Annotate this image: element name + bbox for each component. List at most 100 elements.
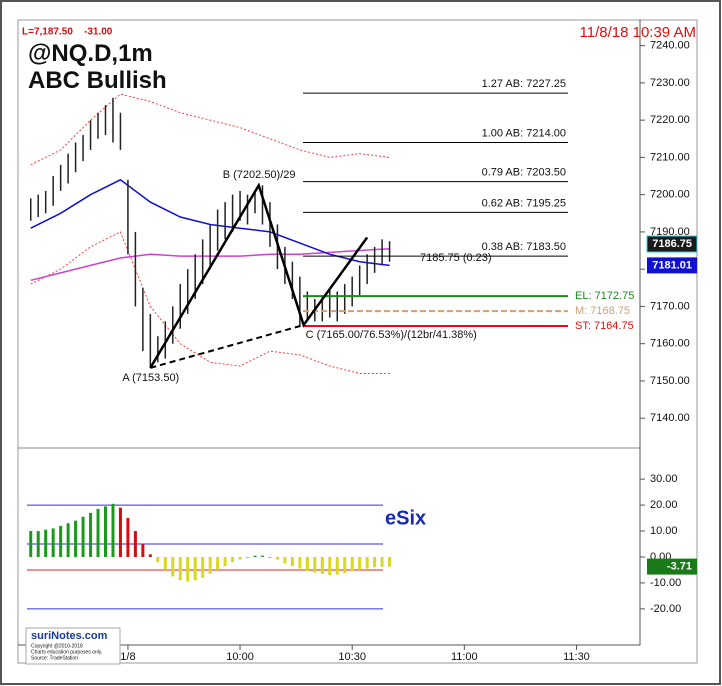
osc-bar: [178, 556, 182, 581]
symbol: @NQ.D,1m: [28, 40, 153, 67]
osc-bar: [44, 529, 48, 557]
price-tag-label: 7181.01: [652, 259, 692, 271]
level-label: 1.27 AB: 7227.25: [482, 78, 566, 90]
logo-brand: suriNotes.com: [31, 630, 108, 642]
y-tick-label: 7230.00: [650, 77, 690, 89]
x-tick-label: 10:00: [226, 651, 254, 663]
x-tick-label: 10:30: [338, 651, 366, 663]
osc-bar: [171, 556, 175, 577]
level-label: 0.62 AB: 7195.25: [482, 197, 566, 209]
osc-bar: [238, 556, 242, 560]
level-label: 0.38 AB: 7183.50: [482, 241, 566, 253]
y-tick-label: 7200.00: [650, 189, 690, 201]
osc-bar: [320, 556, 324, 574]
logo-line: Copyright @2010-2018: [31, 643, 83, 649]
osc-bar: [328, 556, 332, 576]
x-tick-label: 1/8: [120, 651, 135, 663]
osc-bar: [186, 556, 190, 582]
osc-bar: [231, 556, 235, 563]
osc-bar: [388, 556, 392, 567]
osc-bar: [253, 555, 257, 557]
price-tag: [646, 235, 698, 253]
osc-bar: [335, 556, 339, 575]
osc-bar: [133, 531, 137, 557]
y-tick-label: 7190.00: [650, 226, 690, 238]
osc-bar: [283, 556, 287, 564]
x-tick-label: 11:00: [451, 651, 478, 663]
level-label: EL: 7172.75: [575, 290, 634, 302]
osc-tick-label: -20.00: [650, 603, 681, 615]
osc-bar: [141, 544, 145, 557]
osc-bar: [156, 556, 160, 563]
osc-bar: [103, 506, 107, 557]
osc-bar: [59, 525, 63, 557]
osc-bar: [51, 528, 55, 557]
osc-bar: [260, 555, 264, 557]
y-tick-label: 7160.00: [650, 338, 690, 350]
y-tick-label: 7210.00: [650, 151, 690, 163]
x-tick-label: 11:30: [563, 651, 590, 663]
osc-bar: [365, 556, 369, 569]
osc-bar: [74, 520, 78, 557]
osc-bar: [208, 556, 212, 574]
osc-bar: [89, 512, 93, 557]
level-label: 1.00 AB: 7214.00: [482, 127, 566, 139]
note: 7185.75 (0.23): [420, 252, 492, 264]
osc-bar: [343, 556, 347, 574]
osc-name: eSix: [385, 507, 426, 529]
logo-line: Source: TradeStation: [31, 655, 78, 661]
price-tag: [647, 257, 697, 274]
logo-line: Charts education purposes only.: [31, 649, 102, 655]
datetime: 11/8/18 10:39 AM: [580, 24, 696, 41]
osc-bar: [275, 556, 279, 560]
osc-bar: [193, 556, 197, 581]
osc-bar: [268, 556, 272, 558]
osc-bar: [163, 556, 167, 570]
pattern-label: C (7165.00/76.53%)/(12br/41.38%): [306, 329, 477, 341]
osc-bar: [350, 556, 354, 572]
osc-tick-label: -10.00: [650, 577, 681, 589]
osc-bar: [81, 516, 85, 557]
osc-bar: [373, 556, 377, 568]
price-tag: [647, 558, 697, 575]
level-label: 0.79 AB: 7203.50: [482, 167, 566, 179]
abc-pattern: [149, 182, 369, 369]
osc-bar: [298, 556, 302, 569]
y-tick-label: 7140.00: [650, 412, 690, 424]
osc-bar: [290, 556, 294, 567]
osc-bar: [380, 556, 384, 567]
y-tick-label: 7240.00: [650, 40, 690, 52]
osc-bar: [201, 556, 205, 578]
indicator-line: [30, 93, 390, 166]
y-tick-label: 7170.00: [650, 300, 690, 312]
chart-title: ABC Bullish: [28, 67, 167, 94]
osc-tick-label: 20.00: [650, 499, 678, 511]
logo: suriNotes.com Copyright @2010-2018 Chart…: [25, 627, 121, 665]
y-tick-label: 7150.00: [650, 375, 690, 387]
osc-bar: [305, 556, 309, 572]
osc-bar: [313, 556, 317, 573]
change: -31.00: [84, 27, 113, 38]
osc-bar: [66, 523, 70, 557]
level-label: M: 7168.75: [575, 305, 630, 317]
y-tick-label: 7220.00: [650, 114, 690, 126]
ac-line: [150, 324, 304, 369]
osc-bar: [223, 556, 227, 567]
osc-bar: [126, 518, 130, 557]
level-label: ST: 7164.75: [575, 320, 634, 332]
price-tag-label: -3.71: [667, 561, 692, 573]
indicator-line: [30, 231, 390, 374]
osc-bar: [96, 508, 100, 557]
plot-border: [17, 19, 698, 664]
osc-bar: [216, 556, 220, 570]
logo-box: [25, 627, 121, 665]
price-tag-label: 7186.75: [652, 238, 692, 250]
pattern-label: A (7153.50): [122, 372, 179, 384]
osc-tick-label: 30.00: [650, 473, 678, 485]
osc-bar: [111, 503, 115, 557]
quote: L=7,187.50: [22, 27, 73, 38]
osc-bar: [36, 531, 40, 557]
osc-bar: [29, 531, 33, 557]
